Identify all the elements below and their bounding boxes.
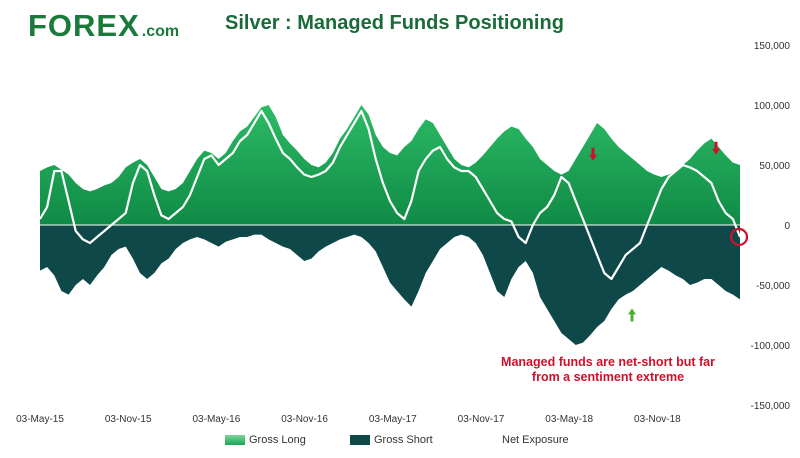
y-tick-label: -100,000 bbox=[751, 341, 791, 352]
forex-logo: FOREX .com bbox=[28, 8, 179, 44]
x-tick-label: 03-Nov-18 bbox=[634, 414, 681, 425]
x-tick-label: 03-May-16 bbox=[192, 414, 240, 425]
red-arrow-down-marker bbox=[712, 141, 720, 155]
y-tick-label: 150,000 bbox=[754, 41, 791, 52]
legend-label-gross-short: Gross Short bbox=[374, 434, 433, 447]
legend-item-gross-short: Gross Short bbox=[350, 434, 433, 450]
legend-swatch-gross-long bbox=[225, 435, 245, 446]
legend-label-net-exposure: Net Exposure bbox=[502, 434, 569, 447]
y-tick-label: 0 bbox=[784, 221, 790, 232]
gross-long-area bbox=[40, 105, 740, 225]
x-tick-label: 03-May-15 bbox=[16, 414, 64, 425]
y-tick-label: 100,000 bbox=[754, 101, 791, 112]
legend-label-gross-long: Gross Long bbox=[249, 434, 306, 447]
x-tick-label: 03-Nov-15 bbox=[105, 414, 152, 425]
logo-text: FOREX bbox=[28, 8, 140, 43]
annotation-line-1: Managed funds are net-short but far bbox=[501, 355, 715, 369]
logo-suffix: .com bbox=[141, 23, 180, 40]
x-tick-label: 03-May-18 bbox=[545, 414, 593, 425]
x-tick-label: 03-Nov-16 bbox=[281, 414, 328, 425]
red-arrow-down-marker bbox=[589, 147, 597, 161]
x-tick-label: 03-Nov-17 bbox=[458, 414, 505, 425]
chart-title: Silver : Managed Funds Positioning bbox=[225, 12, 564, 34]
y-tick-label: -150,000 bbox=[751, 401, 791, 412]
y-tick-label: 50,000 bbox=[759, 161, 790, 172]
red-circle-marker bbox=[729, 227, 749, 247]
green-arrow-up-marker bbox=[628, 308, 636, 322]
legend-swatch-gross-short bbox=[350, 435, 370, 446]
legend-item-gross-long: Gross Long bbox=[225, 434, 306, 450]
y-tick-label: -50,000 bbox=[756, 281, 790, 292]
legend-swatch-net-exposure bbox=[478, 435, 498, 446]
annotation-line-2: from a sentiment extreme bbox=[531, 370, 685, 384]
chart-annotation: Managed funds are net-short but far from… bbox=[472, 355, 744, 385]
chart-legend: Gross Long Gross Short Net Exposure bbox=[0, 434, 800, 452]
x-tick-label: 03-May-17 bbox=[369, 414, 417, 425]
gross-short-area bbox=[40, 225, 740, 345]
net-exposure-line bbox=[39, 109, 742, 281]
legend-item-net-exposure: Net Exposure bbox=[478, 434, 569, 450]
